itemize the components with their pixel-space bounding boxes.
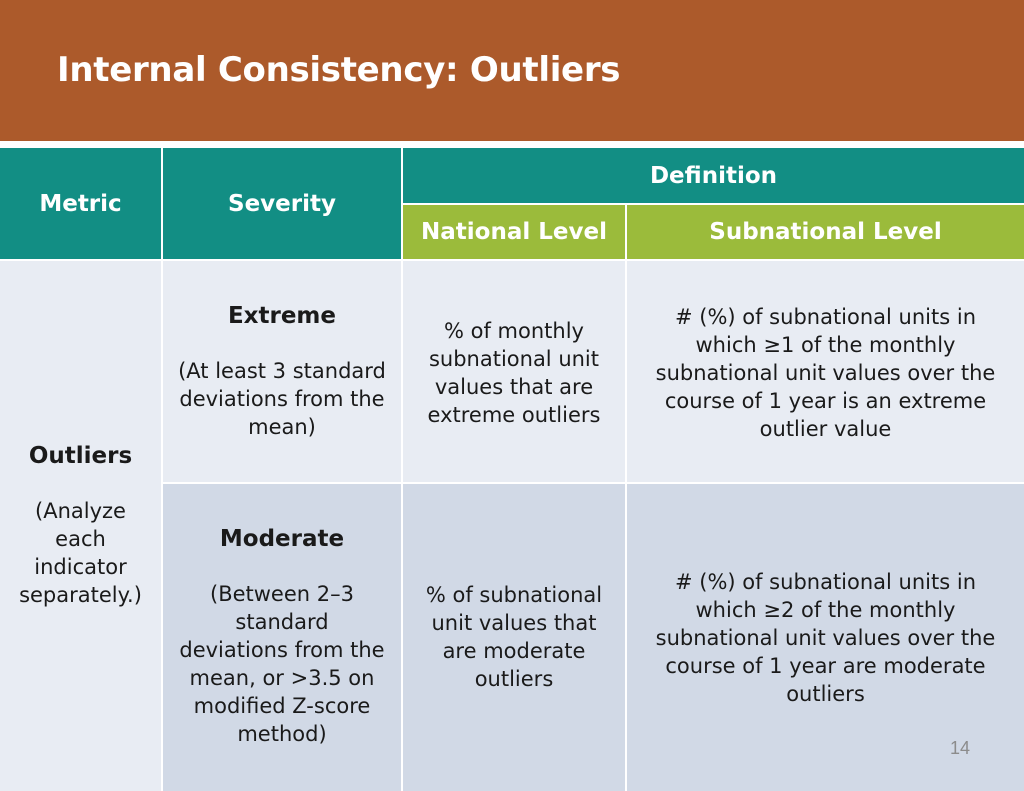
title-band (0, 141, 1024, 148)
header-definition-label: Definition (649, 162, 778, 189)
subnational-line: subnational unit values over the (655, 626, 996, 650)
national-line: outliers (474, 667, 554, 691)
national-line: values that are (434, 375, 594, 399)
header-metric-label: Metric (39, 190, 122, 217)
header-severity-label: Severity (228, 190, 336, 217)
national-moderate-cell: % of subnational unit values that are mo… (403, 484, 625, 791)
page-number: 14 (949, 738, 971, 758)
severity-moderate-cell: Moderate (Between 2–3 standard deviation… (163, 484, 401, 791)
severity-extreme-cell: Extreme (At least 3 standard deviations … (163, 261, 401, 482)
header-definition: Definition (403, 148, 1024, 203)
severity-note-line: deviations from the (179, 638, 385, 662)
national-line: % of subnational (425, 583, 603, 607)
severity-note-line: method) (237, 722, 327, 746)
header-severity: Severity (163, 148, 401, 259)
subnational-extreme-cell: # (%) of subnational units in which ≥1 o… (627, 261, 1024, 482)
severity-note-line: deviations from the (179, 387, 385, 411)
subnational-moderate-cell: # (%) of subnational units in which ≥2 o… (627, 484, 1024, 791)
national-line: subnational unit (428, 347, 600, 371)
header-national-label: National Level (421, 219, 607, 245)
title-bar (0, 0, 1024, 141)
header-subnational-label: Subnational Level (709, 219, 942, 245)
metric-note-line: each (55, 527, 106, 551)
national-line: are moderate (442, 639, 586, 663)
subnational-line: subnational unit values over the (655, 361, 996, 385)
subnational-line: outlier value (759, 417, 892, 441)
subnational-line: which ≥2 of the monthly (695, 598, 956, 622)
subnational-line: # (%) of subnational units in (674, 305, 976, 329)
severity-moderate-label: Moderate (219, 526, 345, 552)
metric-cell: Outliers (Analyze each indicator separat… (0, 261, 161, 791)
severity-note-line: standard (235, 610, 329, 634)
severity-note-line: modified Z-score (193, 694, 371, 718)
subnational-line: # (%) of subnational units in (674, 570, 976, 594)
slide-title: Internal Consistency: Outliers (57, 50, 621, 90)
metric-note-line: indicator (34, 555, 127, 579)
subnational-line: outliers (786, 682, 865, 706)
severity-note-line: (At least 3 standard (178, 359, 386, 383)
national-line: extreme outliers (427, 403, 601, 427)
metric-note-line: separately.) (19, 583, 142, 607)
metric-label: Outliers (28, 443, 133, 469)
header-metric: Metric (0, 148, 161, 259)
severity-note-line: (Between 2–3 (210, 582, 354, 606)
national-line: unit values that (431, 611, 597, 635)
national-line: % of monthly (444, 319, 584, 343)
national-extreme-cell: % of monthly subnational unit values tha… (403, 261, 625, 482)
subnational-line: which ≥1 of the monthly (695, 333, 956, 357)
header-national: National Level (403, 205, 625, 259)
severity-extreme-label: Extreme (227, 303, 337, 329)
metric-note-line: (Analyze (35, 499, 126, 523)
severity-note-line: mean) (248, 415, 316, 439)
subnational-line: course of 1 year is an extreme (664, 389, 987, 413)
severity-note-line: mean, or >3.5 on (189, 666, 375, 690)
header-subnational: Subnational Level (627, 205, 1024, 259)
subnational-line: course of 1 year are moderate (665, 654, 986, 678)
